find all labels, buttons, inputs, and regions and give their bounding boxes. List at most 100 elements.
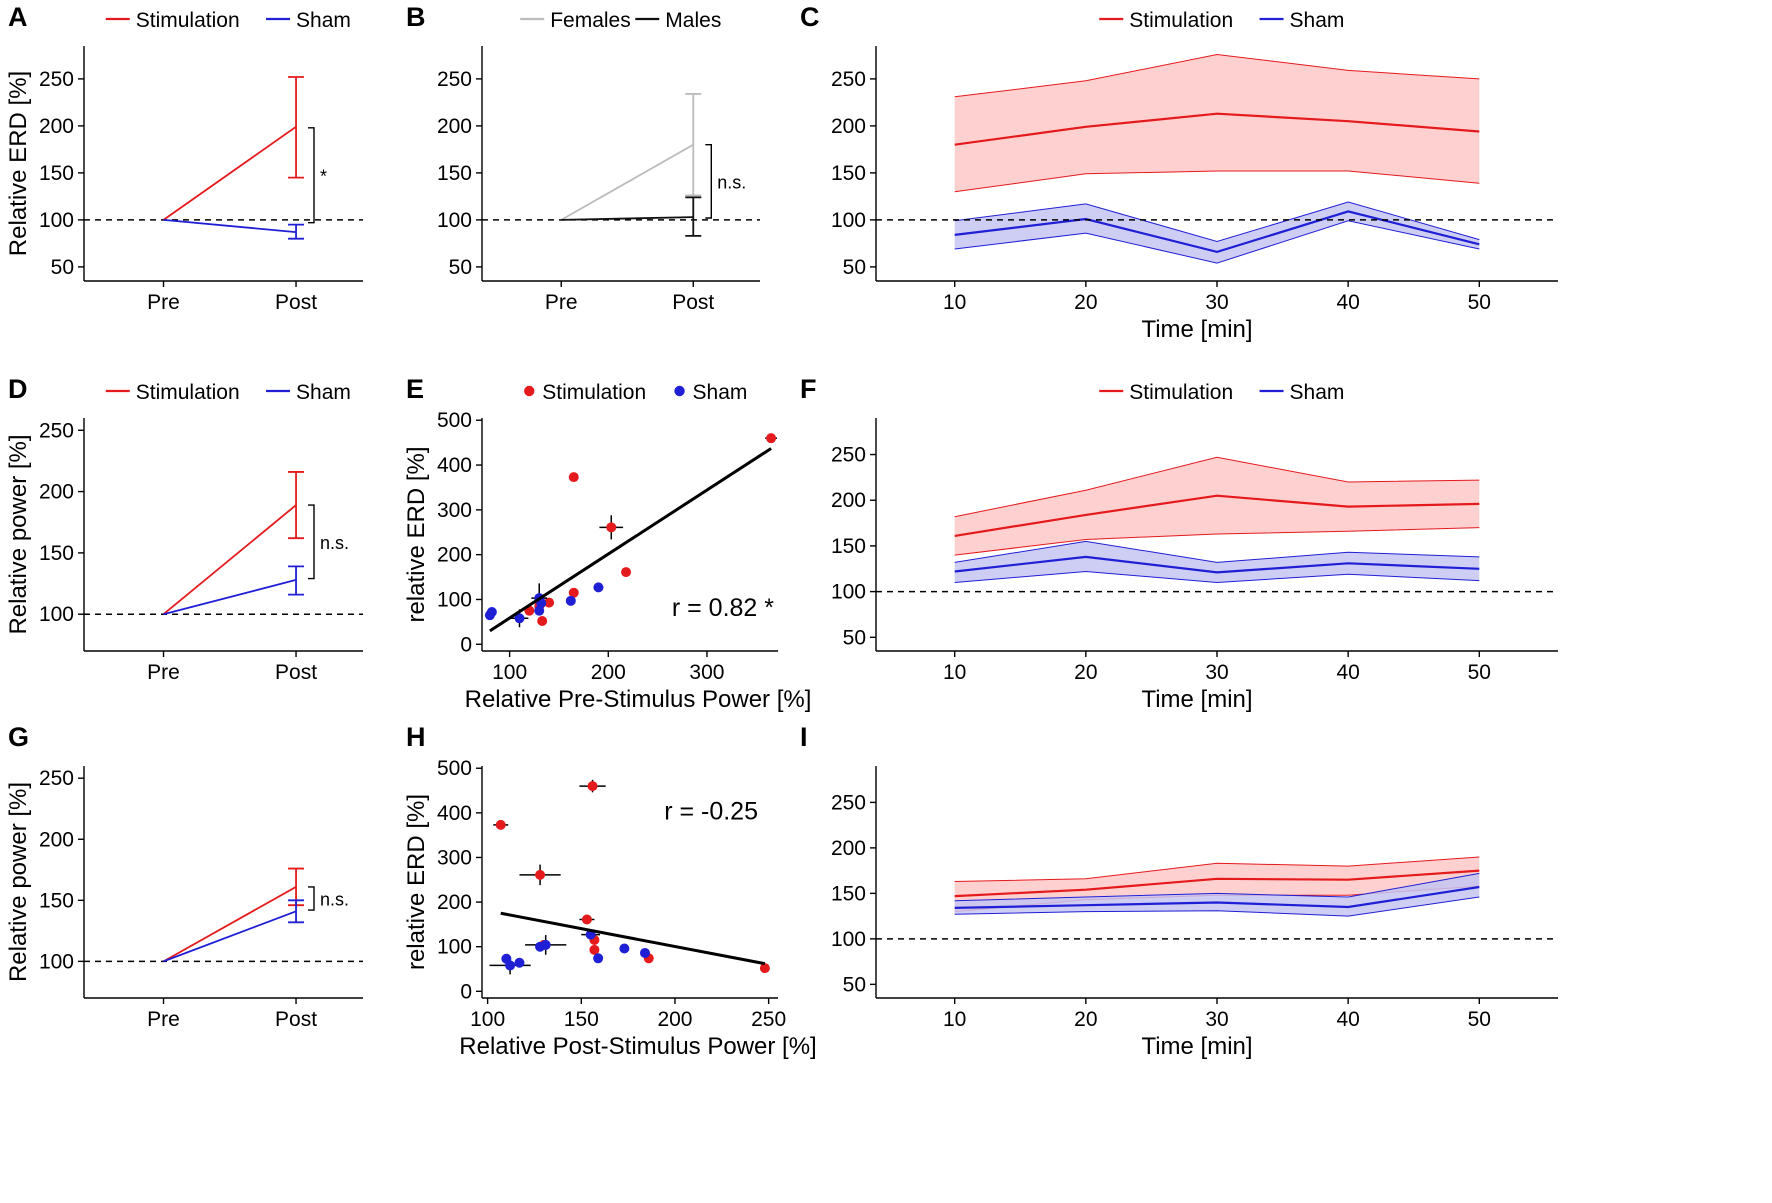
y-tick-label-100: 100 (831, 928, 866, 951)
series-line-sham (954, 885, 1480, 909)
y-axis-title: relative ERD [%] (403, 446, 430, 622)
legend-key-stimulation (524, 385, 535, 397)
legend-label-stimulation: Stimulation (1129, 381, 1233, 404)
y-tick-label-0: 0 (460, 980, 472, 1003)
confidence-band-stimulation (954, 457, 1480, 556)
legend-label-stimulation: Stimulation (1129, 9, 1233, 32)
data-point-stimulation-5 (544, 597, 555, 608)
band-lower-edge-sham (954, 220, 1480, 264)
legend: Stimulation Sham (105, 381, 351, 404)
series-line-stimulation (954, 494, 1480, 537)
band-upper-edge-sham (954, 540, 1480, 563)
data-point-stimulation-4 (568, 587, 579, 598)
series-line-sham (163, 579, 297, 616)
panel-letter-d: D (8, 374, 28, 404)
x-tick-label-40: 40 (1336, 1008, 1359, 1031)
panel-letter-b: B (406, 2, 426, 32)
confidence-band-sham (954, 202, 1480, 264)
band-lower-edge-sham (954, 570, 1480, 584)
data-point-sham-10 (484, 610, 495, 621)
data-point-stimulation-3 (581, 914, 592, 925)
band-upper-edge-sham (954, 872, 1480, 902)
y-tick-label-150: 150 (39, 889, 74, 912)
x-tick-label-pre: Pre (147, 291, 180, 314)
x-tick-label-10: 10 (943, 1008, 966, 1031)
y-tick-label-50: 50 (51, 256, 74, 279)
x-tick-label-200: 200 (591, 661, 626, 684)
x-tick-label-pre: Pre (545, 291, 578, 314)
series-line-sham (954, 555, 1480, 574)
y-tick-label-200: 200 (437, 891, 472, 914)
panel-letter-i: I (800, 722, 808, 752)
x-tick-label-10: 10 (943, 661, 966, 684)
legend-label-males: Males (665, 9, 721, 32)
legend-label-stimulation: Stimulation (542, 381, 646, 404)
legend-label-stimulation: Stimulation (136, 381, 240, 404)
y-tick-label-200: 200 (831, 489, 866, 512)
y-axis-title: Relative power [%] (5, 782, 32, 982)
x-tick-label-30: 30 (1205, 1008, 1228, 1031)
y-tick-label-250: 250 (39, 68, 74, 91)
y-tick-label-200: 200 (39, 481, 74, 504)
x-tick-label-40: 40 (1336, 291, 1359, 314)
panel-e: E 0 100 200 300 400 500 relative ERD [%] 100 200 3… (403, 374, 811, 713)
band-upper-edge-sham (954, 201, 1480, 243)
data-point-sham-14 (534, 605, 545, 616)
y-tick-label-150: 150 (831, 535, 866, 558)
series-line-stimulation (954, 869, 1480, 898)
x-tick-label-20: 20 (1074, 1008, 1097, 1031)
y-tick-label-100: 100 (39, 603, 74, 626)
y-tick-label-150: 150 (831, 882, 866, 905)
x-tick-label-50: 50 (1468, 661, 1491, 684)
series-line-stimulation (162, 126, 297, 221)
data-point-stimulation-8 (537, 615, 548, 626)
series-line-stimulation (954, 112, 1480, 146)
x-axis-title: Time [min] (1141, 316, 1252, 343)
x-tick-label-pre: Pre (147, 661, 180, 684)
x-tick-label-100: 100 (492, 661, 527, 684)
x-tick-label-200: 200 (657, 1008, 692, 1031)
x-tick-label-post: Post (672, 291, 714, 314)
y-tick-label-200: 200 (437, 115, 472, 138)
data-point-stimulation-7 (759, 963, 770, 974)
y-axis-title: relative ERD [%] (403, 794, 430, 970)
legend-label-stimulation: Stimulation (136, 9, 240, 32)
y-tick-label-250: 250 (437, 68, 472, 91)
x-tick-label-50: 50 (1468, 1008, 1491, 1031)
legend: Stimulation Sham (1099, 381, 1344, 404)
confidence-band-stimulation (954, 54, 1480, 192)
data-point-stimulation-1 (568, 472, 579, 483)
y-tick-label-50: 50 (843, 626, 866, 649)
x-tick-label-30: 30 (1205, 291, 1228, 314)
y-tick-label-100: 100 (437, 209, 472, 232)
data-point-sham-12 (514, 957, 525, 968)
legend-label-sham: Sham (1290, 9, 1345, 32)
legend: Stimulation Sham (1099, 9, 1344, 32)
y-tick-label-100: 100 (39, 950, 74, 973)
x-tick-label-20: 20 (1074, 291, 1097, 314)
y-tick-label-250: 250 (831, 444, 866, 467)
band-lower-edge-sham (954, 896, 1480, 917)
y-tick-label-100: 100 (437, 588, 472, 611)
panel-h: H 0 100 200 300 400 500 relative ERD [%] 100 150 2… (403, 722, 817, 1060)
series-line-sham (163, 910, 297, 963)
x-axis-title: Time [min] (1141, 1033, 1252, 1060)
significance-label: n.s. (717, 172, 746, 192)
panel-a: A 50 100 150 200 250 Relative ERD [%] Pre Post * S… (5, 2, 363, 314)
x-tick-label-30: 30 (1205, 661, 1228, 684)
correlation-label: r = 0.82 * (672, 594, 774, 622)
y-tick-label-200: 200 (831, 837, 866, 860)
x-tick-label-10: 10 (943, 291, 966, 314)
y-tick-label-50: 50 (843, 256, 866, 279)
x-tick-label-100: 100 (470, 1008, 505, 1031)
y-axis-title: Relative ERD [%] (5, 71, 32, 256)
panel-f: F 50 100 150 200 250 10 20 30 40 50 Time [min] Stimu… (800, 374, 1558, 713)
x-tick-label-post: Post (275, 661, 317, 684)
data-point-sham-17 (593, 953, 604, 964)
panel-d: D 100 150 200 250 Relative power [%] Pre Post n.… (5, 374, 363, 684)
legend-key-sham (674, 385, 685, 397)
panel-letter-c: C (800, 2, 820, 32)
y-tick-label-400: 400 (437, 454, 472, 477)
data-point-sham-11 (514, 613, 525, 624)
